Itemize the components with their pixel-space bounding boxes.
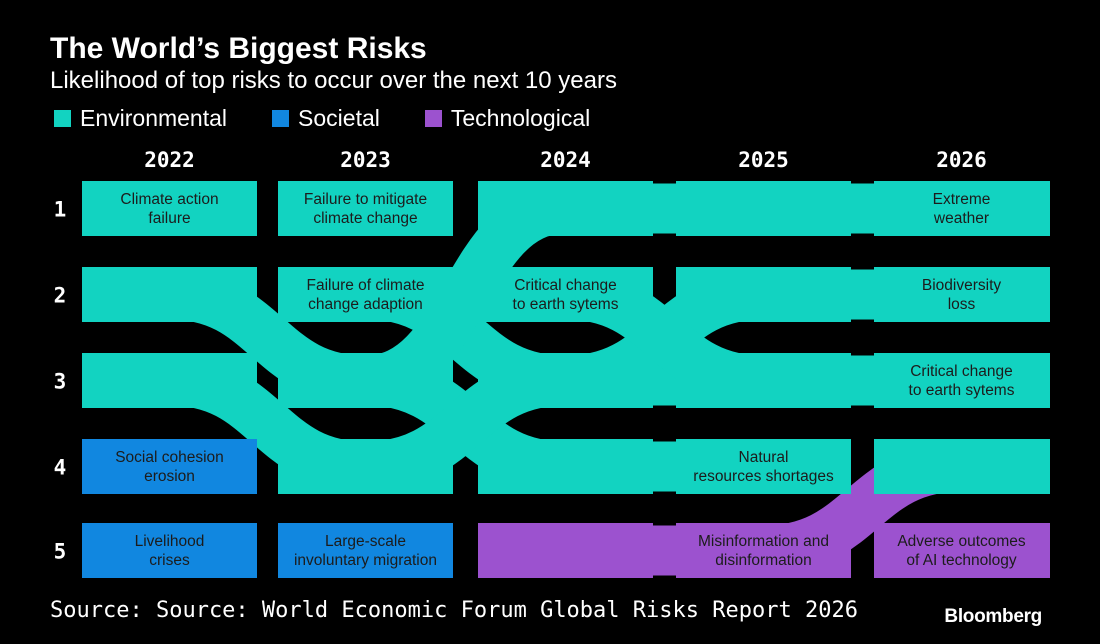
year-label-2026: 2026 [936,148,987,172]
rank-box-2022-2 [82,267,257,322]
risk-label-2026-1-line-1: Extreme [933,191,991,208]
source-note: Source: Source: World Economic Forum Glo… [50,598,858,623]
rank-box-2022-1 [82,181,257,236]
rank-box-2023-1 [278,181,453,236]
rank-box-2026-3 [874,353,1050,408]
year-label-2022: 2022 [144,148,195,172]
risk-label-2022-5-line-2: crises [149,552,190,569]
chart-title: The World’s Biggest Risks [50,32,427,65]
rank-box-2022-5 [82,523,257,578]
rank-boxes [82,181,1050,578]
rank-box-2023-4 [278,439,453,494]
year-label-2024: 2024 [540,148,591,172]
rank-box-2024-3 [478,353,653,408]
rank-label-2: 2 [54,284,67,308]
risk-label-2023-2-line-2: change adaption [308,296,423,313]
rank-label-1: 1 [54,198,67,222]
risk-label-2026-3-line-2: to earth sytems [909,382,1015,399]
rank-box-2024-1 [478,181,653,236]
rank-label-4: 4 [54,456,67,480]
bloomberg-logo: Bloomberg [944,606,1042,627]
legend-swatch-societal [272,110,290,127]
risk-label-2023-2-line-1: Failure of climate [306,277,424,294]
legend-item-societal: Societal [272,105,380,132]
legend-item-technological: Technological [424,105,591,132]
rank-box-2022-3 [82,353,257,408]
chart-subtitle: Likelihood of top risks to occur over th… [50,67,617,94]
risk-label-2022-1-line-2: failure [148,210,190,227]
rank-box-2023-3 [278,353,453,408]
rank-box-2026-4 [874,439,1050,494]
rank-box-2025-3 [676,353,851,408]
rank-box-2024-5 [478,523,653,578]
legend-item-environmental: Environmental [54,105,227,132]
risk-label-2026-5-line-2: of AI technology [906,552,1017,569]
rank-label-3: 3 [54,370,67,394]
rank-box-2026-5 [874,523,1050,578]
legend-swatch-environmental [54,110,71,127]
rank-box-2022-4 [82,439,257,494]
legend: Environmental Societal Technological [54,105,635,132]
risk-label-2026-2-line-2: loss [948,296,976,313]
risk-label-2025-5-line-2: disinformation [715,552,812,569]
year-label-2025: 2025 [738,148,789,172]
rank-box-2024-4 [478,439,653,494]
risk-label-2022-4-line-2: erosion [144,468,195,485]
rank-box-2023-2 [278,267,453,322]
legend-label-societal: Societal [298,105,380,131]
risk-label-2025-5-line-1: Misinformation and [698,533,829,550]
rank-box-2025-2 [676,267,851,322]
risk-label-2022-5-line-1: Livelihood [135,533,205,550]
risk-label-2023-1-line-1: Failure to mitigate [304,191,427,208]
risk-label-2024-2-line-2: to earth sytems [513,296,619,313]
legend-label-technological: Technological [450,105,591,131]
risk-label-2023-5-line-1: Large-scale [325,533,406,550]
rank-box-2025-1 [676,181,851,236]
risk-label-2023-5-line-2: involuntary migration [294,552,437,569]
risk-labels: Climate action failure Social cohesion eros… [115,191,1026,569]
rank-box-2023-5 [278,523,453,578]
risk-label-2024-2-line-1: Critical change [514,277,617,294]
risk-label-2022-4-line-1: Social cohesion [115,449,224,466]
risk-label-2026-1-line-2: weather [933,210,989,227]
risk-label-2022-1-line-1: Climate action [120,191,218,208]
legend-label-environmental: Environmental [80,105,228,131]
risk-label-2023-1-line-2: climate change [313,210,417,227]
risk-label-2025-4-line-2: resources shortages [693,468,834,485]
rank-box-2026-2 [874,267,1050,322]
rank-box-2026-1 [874,181,1050,236]
chart-axes: 2022 2023 2024 2025 2026 1 2 3 4 5 [54,148,987,564]
legend-swatch-technological [424,110,442,127]
rank-label-5: 5 [54,540,67,564]
rank-box-2024-2 [478,267,653,322]
year-label-2023: 2023 [340,148,391,172]
rank-box-2025-4 [676,439,851,494]
risk-label-2026-5-line-1: Adverse outcomes [897,533,1026,550]
risk-label-2025-4-line-1: Natural [739,449,789,466]
rank-box-2025-5 [676,523,851,578]
risk-label-2026-3-line-1: Critical change [910,363,1013,380]
risk-label-2026-2-line-1: Biodiversity [922,277,1001,294]
